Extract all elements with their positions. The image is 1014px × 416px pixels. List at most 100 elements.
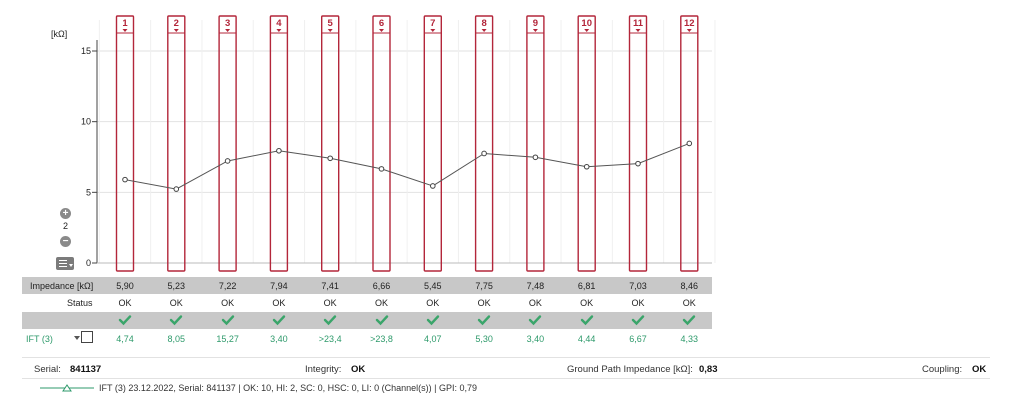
ift-value: 6,67 [629, 334, 647, 344]
impedance-value: 7,03 [629, 281, 647, 291]
ift-value: >23,4 [318, 334, 342, 344]
channel-marker-icon [225, 29, 231, 32]
check-icon [221, 315, 234, 326]
impedance-value: 7,41 [321, 281, 339, 291]
ift-value: 4,44 [577, 334, 596, 344]
channel-label: 3 [225, 18, 230, 29]
impedance-value: 7,75 [475, 281, 493, 291]
ift-value: 4,07 [424, 334, 442, 344]
channel-column-7 [423, 15, 442, 272]
integrity-value: OK [351, 364, 366, 375]
status-value: OK [682, 298, 696, 308]
ift-value: >23,8 [370, 334, 393, 344]
impedance-value: 6,81 [577, 281, 596, 291]
footer-bottom-divider [22, 378, 990, 379]
channel-column-11 [628, 15, 648, 272]
status-value: OK [631, 298, 645, 308]
zoom-out-button[interactable]: − [60, 236, 71, 247]
status-value: OK [118, 298, 132, 308]
channel-label: 1 [122, 18, 128, 29]
ground-path-impedance-value: 0,83 [699, 364, 718, 375]
impedance-value: 5,45 [424, 281, 442, 291]
status-value: OK [323, 298, 337, 308]
ift-checkbox[interactable] [81, 331, 93, 343]
channel-column-6 [372, 15, 391, 272]
status-value: OK [528, 298, 542, 308]
status-value: OK [169, 298, 183, 308]
coupling-value: OK [972, 364, 987, 375]
channel-marker-icon [481, 29, 487, 32]
channel-label: 5 [328, 18, 334, 29]
y-axis-label: [kΩ] [51, 29, 68, 39]
ift-value: 4,33 [680, 334, 699, 344]
ground-path-impedance-label: Ground Path Impedance [kΩ]: [567, 364, 693, 375]
channel-marker-icon [327, 29, 333, 32]
data-point [173, 186, 180, 192]
channel-label: 9 [533, 18, 538, 29]
status-value: OK [374, 298, 388, 308]
y-tick-label: 10 [81, 117, 91, 127]
impedance-value: 7,48 [526, 281, 545, 291]
channel-marker-icon [173, 29, 179, 32]
channel-column-3 [218, 15, 237, 272]
channel-label: 11 [633, 18, 644, 29]
serial-value: 841137 [70, 364, 102, 375]
impedance-value: 8,46 [680, 281, 699, 291]
channel-column-5 [321, 15, 340, 272]
check-icon [631, 315, 645, 326]
status-value: OK [426, 298, 440, 308]
status-row-label: Status [67, 298, 93, 308]
impedance-value: 5,90 [116, 281, 134, 291]
coupling-label: Coupling: [922, 364, 963, 375]
channel-label: 12 [684, 18, 695, 29]
channel-label: 4 [276, 18, 282, 29]
channel-marker-icon [430, 29, 436, 32]
channel-label: 7 [430, 18, 435, 29]
impedance-value: 6,66 [372, 281, 391, 291]
integrity-label: Integrity: [305, 364, 342, 375]
channel-label: 6 [379, 18, 384, 29]
data-point [122, 176, 128, 183]
channel-marker-icon [379, 29, 384, 32]
impedance-value: 7,94 [270, 281, 288, 291]
channel-label: 10 [581, 18, 592, 29]
check-icon [477, 315, 491, 326]
check-icon [323, 315, 337, 326]
check-icon [375, 315, 388, 326]
table-menu-icon[interactable] [56, 257, 74, 270]
y-tick-label: 0 [86, 258, 91, 268]
channel-column-9 [526, 15, 545, 272]
data-point [276, 147, 282, 154]
channel-marker-icon [276, 29, 282, 32]
channel-column-2 [167, 15, 186, 272]
channel-column-8 [474, 15, 494, 272]
check-icon [580, 315, 593, 326]
status-value: OK [580, 298, 594, 308]
data-point [224, 158, 231, 164]
data-point [430, 183, 436, 189]
channel-label: 2 [174, 18, 179, 29]
serial-label: Serial: [34, 364, 61, 375]
ift-value: 8,05 [167, 334, 186, 344]
data-point [481, 150, 487, 157]
channel-column-1 [115, 15, 135, 272]
channel-label: 8 [481, 18, 486, 29]
ift-value: 15,27 [216, 334, 239, 344]
status-value: OK [477, 298, 491, 308]
channel-column-10 [577, 15, 596, 272]
footer-top-divider [22, 357, 990, 358]
impedance-value: 5,23 [167, 281, 186, 291]
data-point [583, 163, 590, 170]
data-point [532, 154, 539, 161]
legend-entry[interactable]: IFT (3) 23.12.2022, Serial: 841137 | OK:… [99, 383, 478, 393]
zoom-in-button[interactable]: + [60, 208, 71, 219]
check-icon [683, 315, 696, 326]
ift-value: 3,40 [270, 334, 288, 344]
impedance-row-bg [22, 277, 712, 294]
ift-dropdown-icon[interactable] [74, 336, 80, 340]
channel-marker-icon [686, 29, 692, 32]
ift-row-label: IFT (3) [26, 334, 53, 344]
zoom-level: 2 [63, 221, 69, 231]
ift-value: 3,40 [526, 334, 545, 344]
